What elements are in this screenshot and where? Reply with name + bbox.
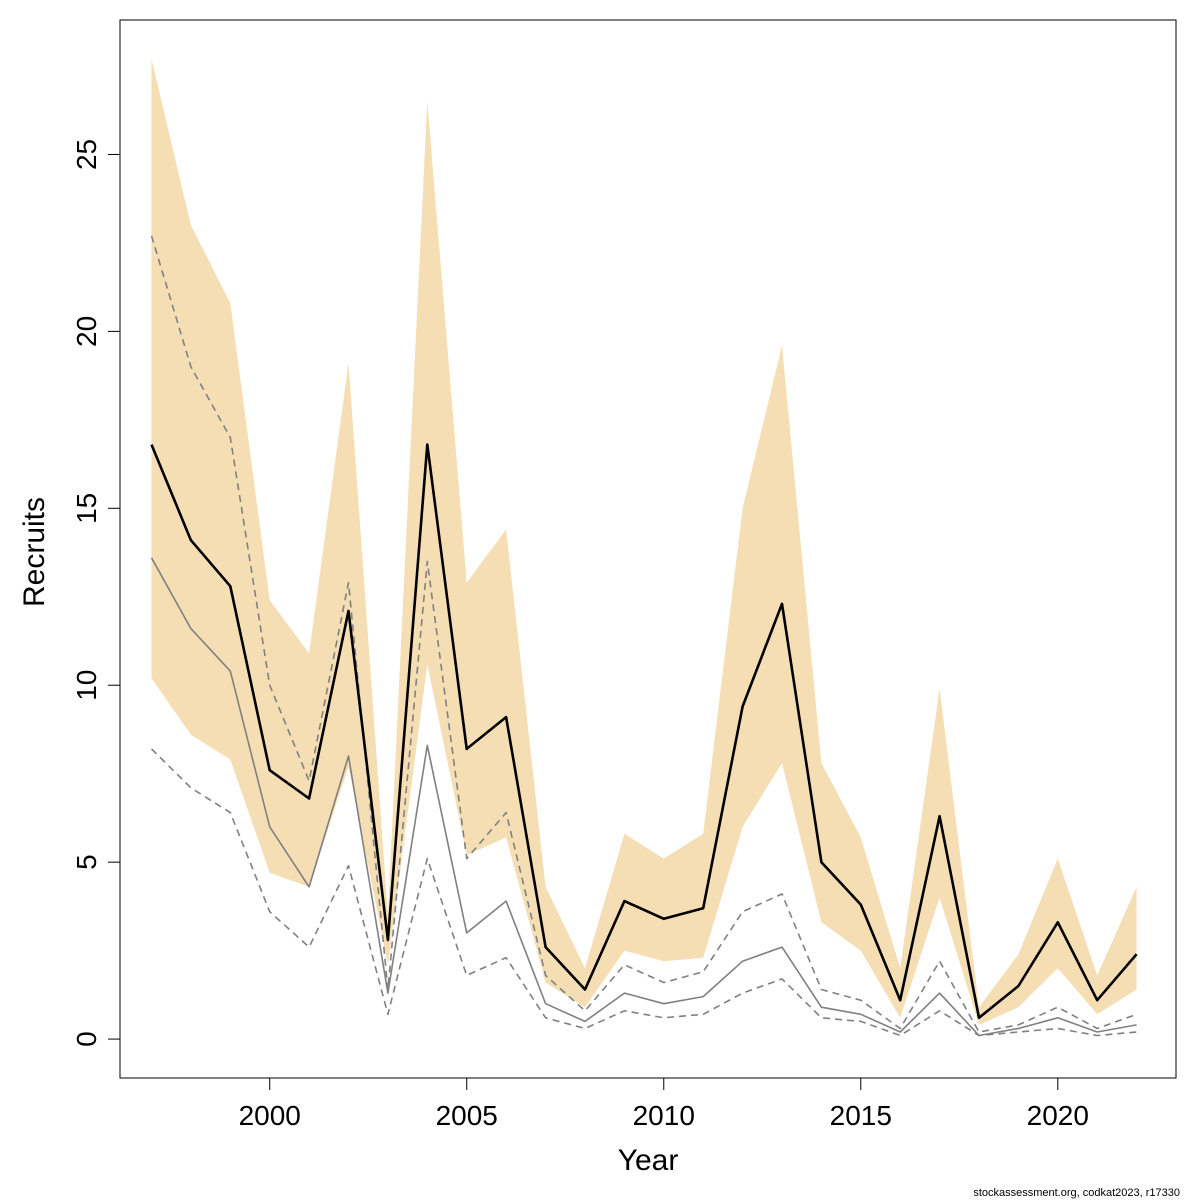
y-tick-label: 15 (71, 493, 102, 524)
x-axis: 2000 2005 2010 2015 2020 (239, 1077, 1089, 1131)
x-tick-label: 2015 (830, 1100, 892, 1131)
y-tick-label: 25 (71, 139, 102, 170)
y-tick-label: 5 (71, 854, 102, 870)
credit-text: stockassessment.org, codkat2023, r17330 (973, 1187, 1180, 1199)
series-layer (150, 235, 1138, 1037)
y-tick-label: 20 (71, 316, 102, 347)
x-tick-label: 2000 (239, 1100, 301, 1131)
x-tick-label: 2010 (633, 1100, 695, 1131)
series-line-2 (150, 557, 1137, 1037)
series-line-1 (150, 443, 1138, 1020)
x-tick-label: 2020 (1027, 1100, 1089, 1131)
y-axis-title: Recruits (18, 497, 51, 607)
x-tick-label: 2005 (436, 1100, 498, 1131)
series-line-4 (150, 748, 1137, 1037)
y-tick-label: 10 (71, 670, 102, 701)
y-axis: 0 5 10 15 20 25 (71, 139, 121, 1047)
confidence-band-layer (151, 58, 1137, 1025)
y-tick-label: 0 (71, 1031, 102, 1047)
x-axis-title: Year (618, 1144, 679, 1177)
series-line-3 (150, 235, 1137, 1033)
confidence-band (151, 58, 1137, 1025)
